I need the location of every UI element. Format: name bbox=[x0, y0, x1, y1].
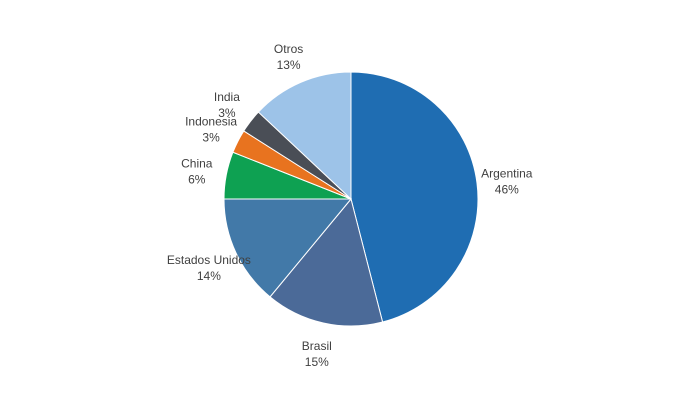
pie-slice-otros bbox=[257, 71, 352, 201]
slice-label-estados-unidos: Estados Unidos 14% bbox=[167, 253, 251, 283]
slice-category-label: Otros bbox=[274, 42, 303, 56]
slice-percent-label: 46% bbox=[495, 182, 519, 196]
slice-percent-label: 3% bbox=[202, 131, 220, 145]
slice-category-label: Argentina bbox=[481, 166, 533, 180]
slice-percent-label: 15% bbox=[305, 355, 329, 369]
slice-label-brasil: Brasil 15% bbox=[302, 339, 332, 369]
pie-slice-brasil bbox=[269, 197, 384, 327]
slice-label-otros: Otros 13% bbox=[274, 42, 303, 72]
slice-percent-label: 13% bbox=[277, 58, 301, 72]
slice-percent-label: 3% bbox=[218, 106, 236, 120]
slice-category-label: China bbox=[181, 157, 213, 171]
slice-category-label: India bbox=[214, 90, 240, 104]
slice-label-india: India 3% bbox=[214, 90, 240, 120]
slice-category-label: Indonesia bbox=[185, 115, 237, 129]
slice-percent-label: 6% bbox=[188, 173, 206, 187]
pie-slice-argentina bbox=[350, 71, 479, 323]
slice-percent-label: 14% bbox=[197, 269, 221, 283]
slice-category-label: Brasil bbox=[302, 339, 332, 353]
slice-label-argentina: Argentina 46% bbox=[481, 166, 533, 196]
slice-label-indonesia: Indonesia 3% bbox=[185, 115, 237, 145]
slices-layer bbox=[223, 71, 479, 327]
slice-category-label: Estados Unidos bbox=[167, 253, 251, 267]
labels-layer: Argentina 46% Brasil 15% Estados Unidos 14% Ch… bbox=[167, 42, 533, 369]
slice-label-china: China 6% bbox=[181, 157, 213, 187]
pie-slice-estados-unidos bbox=[223, 198, 353, 298]
